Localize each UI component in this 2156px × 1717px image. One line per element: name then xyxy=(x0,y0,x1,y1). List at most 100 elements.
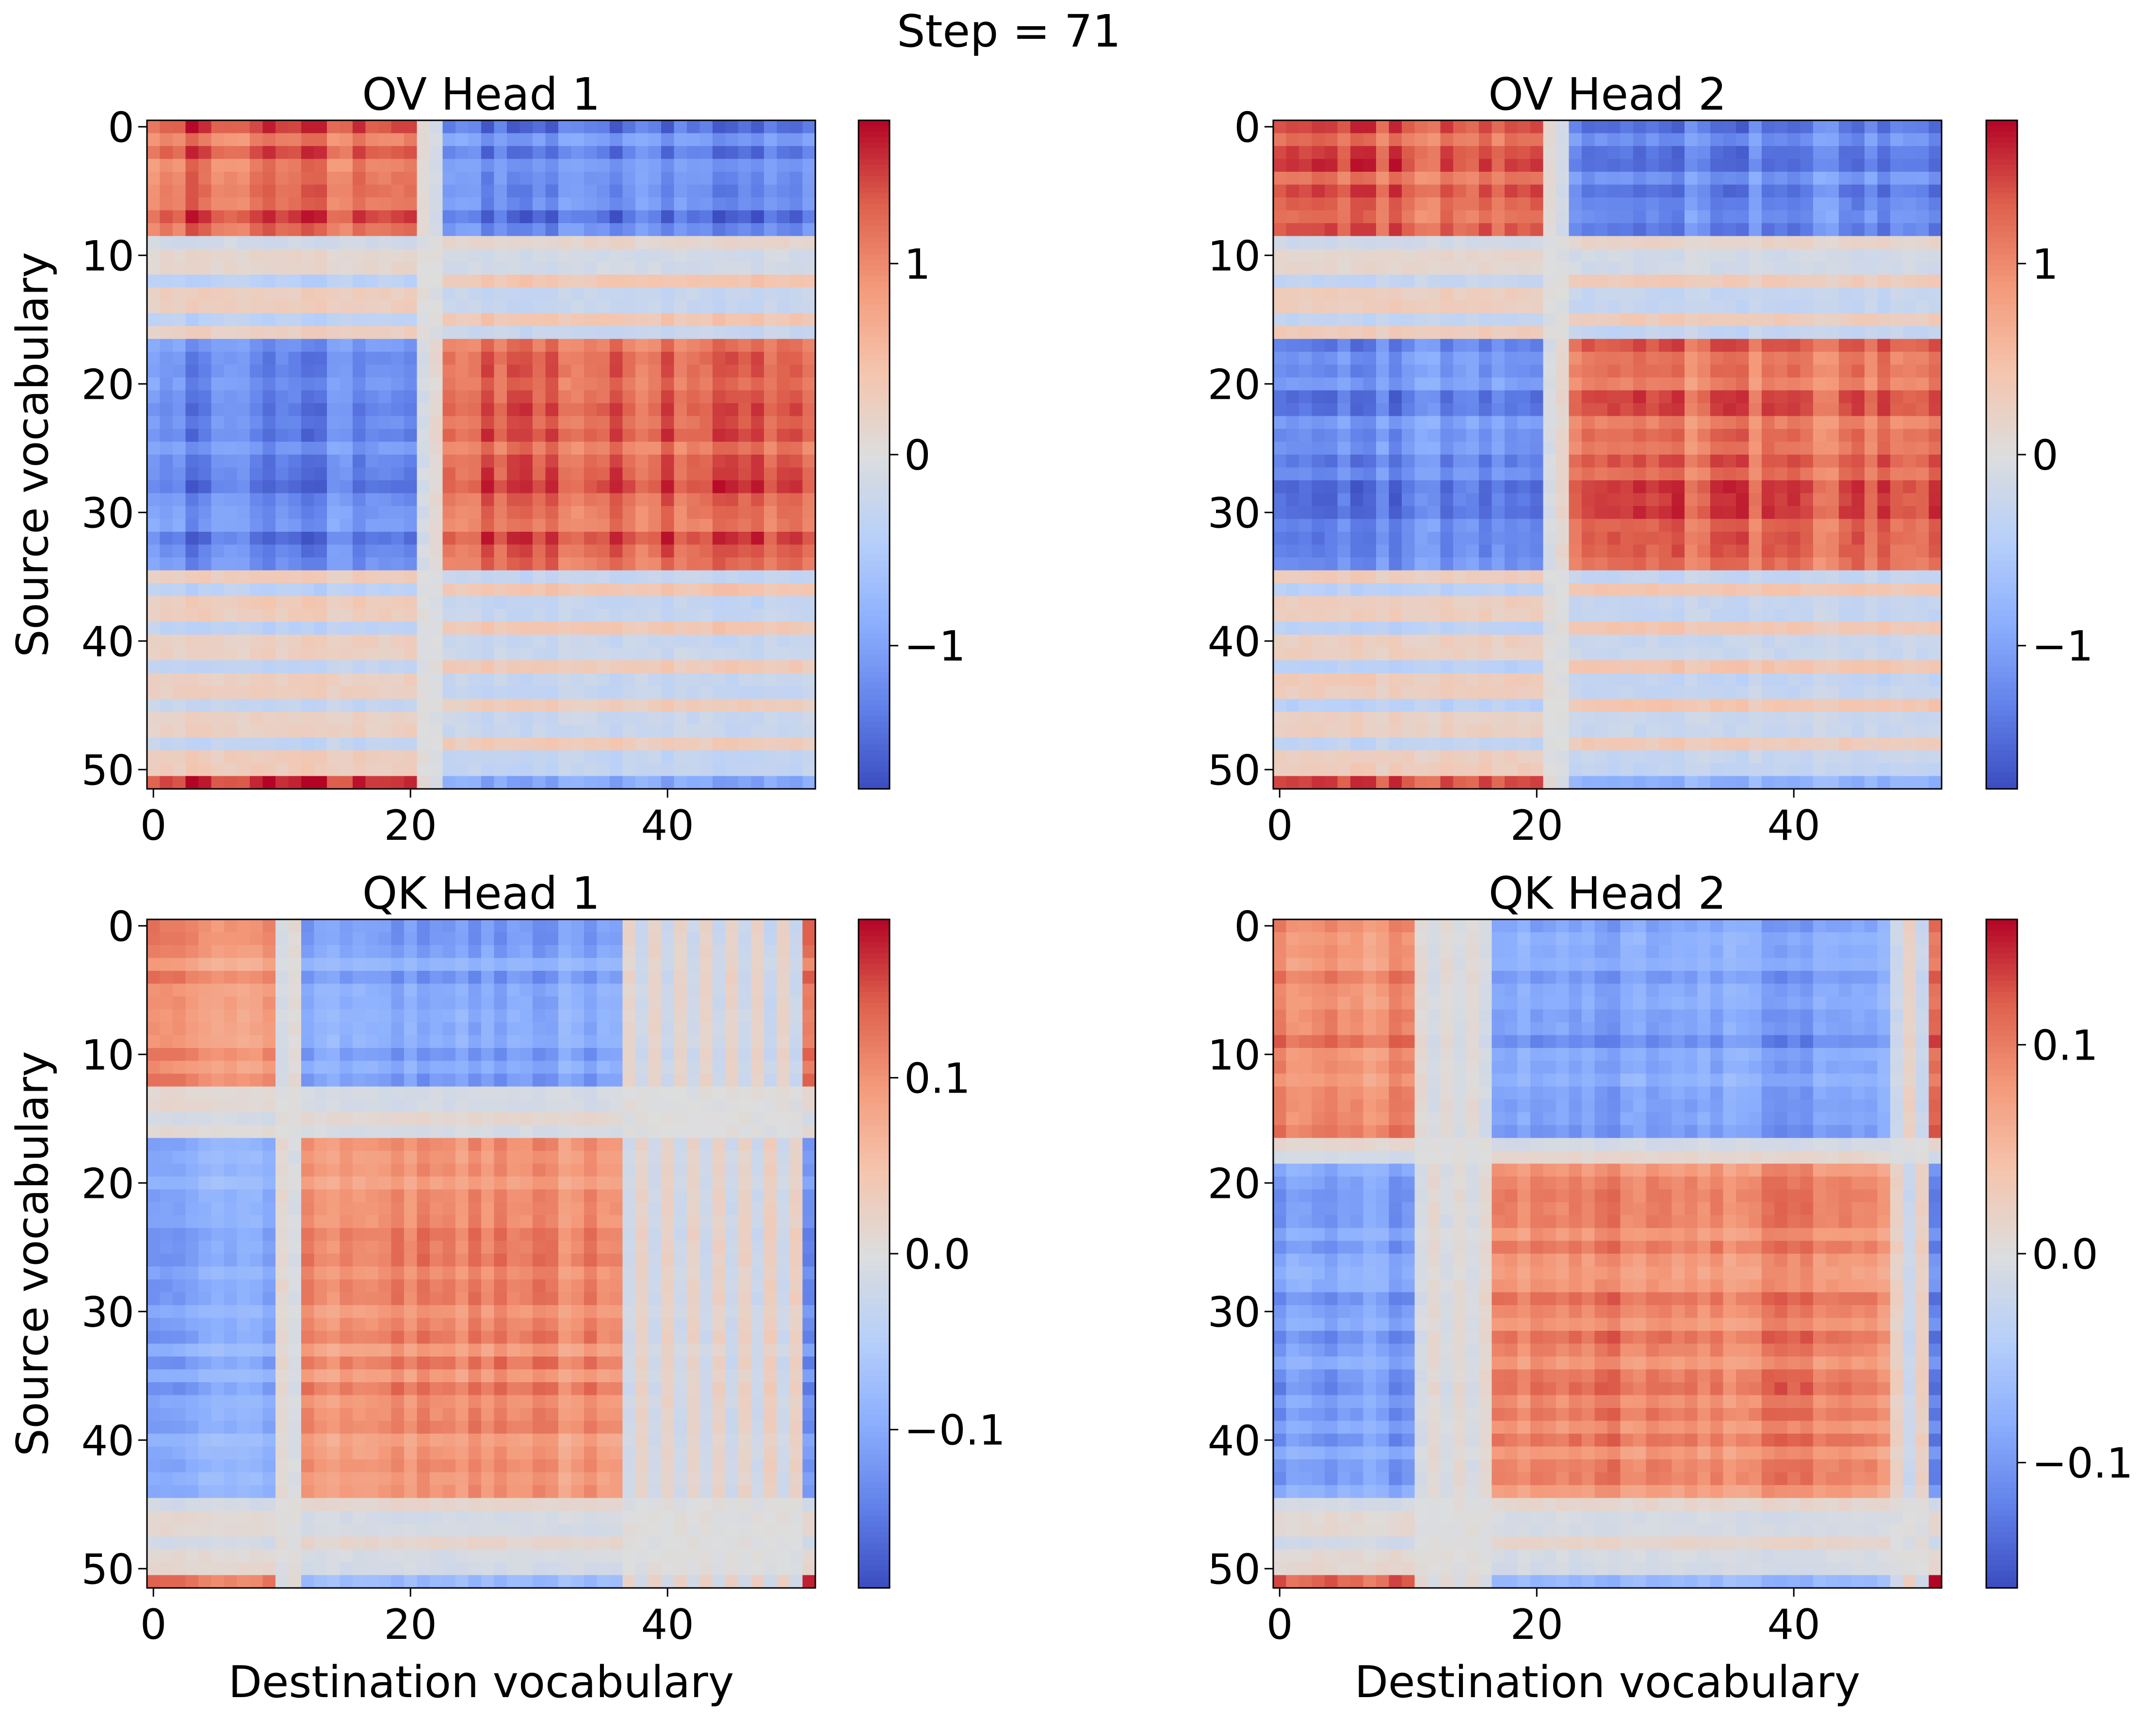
heatmap-cell xyxy=(1594,364,1608,378)
heatmap-cell xyxy=(1312,197,1325,211)
heatmap-cell xyxy=(314,249,327,262)
heatmap-cell xyxy=(1427,326,1441,340)
heatmap-cell xyxy=(1376,377,1390,391)
heatmap-cell xyxy=(1800,313,1814,327)
heatmap-cell xyxy=(262,287,276,301)
heatmap-cell xyxy=(699,172,713,185)
heatmap-cell xyxy=(764,377,778,391)
heatmap-cell xyxy=(1607,146,1621,160)
heatmap-cell xyxy=(597,519,610,532)
heatmap-cell xyxy=(687,197,700,211)
heatmap-cell xyxy=(1286,429,1299,442)
heatmap-cell xyxy=(1427,480,1441,494)
heatmap-cell xyxy=(1697,442,1711,455)
heatmap-cell xyxy=(198,429,212,442)
heatmap-cell xyxy=(507,390,520,404)
heatmap-cell xyxy=(1440,532,1454,545)
heatmap-cell xyxy=(1273,364,1287,378)
heatmap-cell xyxy=(1479,210,1492,224)
heatmap-cell xyxy=(1697,390,1711,404)
heatmap-cell xyxy=(1491,532,1505,545)
heatmap-cell xyxy=(237,326,250,340)
heatmap-cell xyxy=(1723,133,1736,147)
heatmap-cell xyxy=(1762,159,1775,172)
heatmap-cell xyxy=(648,647,662,661)
heatmap-cell xyxy=(1325,300,1338,314)
heatmap-cell xyxy=(1877,197,1891,211)
heatmap-cell xyxy=(1774,275,1788,288)
heatmap-cell xyxy=(1402,339,1415,352)
heatmap-cell xyxy=(1787,133,1801,147)
heatmap-cell xyxy=(1491,583,1505,597)
heatmap-cell xyxy=(1466,159,1479,172)
heatmap-cell xyxy=(1389,159,1402,172)
heatmap-cell xyxy=(790,647,803,661)
heatmap-cell xyxy=(802,712,816,725)
heatmap-cell xyxy=(1556,223,1570,237)
heatmap-cell xyxy=(1594,429,1608,442)
heatmap-cell xyxy=(1530,621,1544,635)
heatmap-cell xyxy=(211,146,225,160)
heatmap-cell xyxy=(276,262,289,275)
heatmap-cell xyxy=(1787,429,1801,442)
heatmap-cell xyxy=(1646,416,1659,429)
heatmap-cell xyxy=(353,197,366,211)
heatmap-cell xyxy=(301,300,315,314)
heatmap-cell xyxy=(173,635,186,648)
heatmap-cell xyxy=(1671,377,1685,391)
heatmap-cell xyxy=(237,776,250,789)
heatmap-cell xyxy=(327,480,340,494)
heatmap-cell xyxy=(1723,172,1736,185)
heatmap-cell xyxy=(237,352,250,365)
heatmap-cell xyxy=(404,326,418,340)
heatmap-cell xyxy=(558,750,572,764)
heatmap-cell xyxy=(1582,519,1595,532)
heatmap-cell xyxy=(635,763,649,777)
heatmap-cell xyxy=(1851,596,1865,609)
heatmap-cell xyxy=(404,442,418,455)
heatmap-cell xyxy=(468,416,482,429)
heatmap-cell xyxy=(1839,326,1852,340)
heatmap-cell xyxy=(1749,583,1762,597)
heatmap-cell xyxy=(224,133,238,147)
heatmap-cell xyxy=(340,416,353,429)
heatmap-cell xyxy=(1466,300,1479,314)
colorbar-segment xyxy=(859,237,890,244)
heatmap-cell xyxy=(1607,583,1621,597)
heatmap-cell xyxy=(327,686,340,700)
heatmap-cell xyxy=(301,326,315,340)
heatmap-cell xyxy=(790,583,803,597)
heatmap-cell xyxy=(417,621,430,635)
heatmap-cell xyxy=(1491,544,1505,558)
heatmap-cell xyxy=(533,172,546,185)
heatmap-cell xyxy=(1376,532,1390,545)
heatmap-cell xyxy=(738,352,752,365)
heatmap-cell xyxy=(1762,313,1775,327)
heatmap-cell xyxy=(1530,210,1544,224)
colorbar-segment xyxy=(859,671,890,678)
heatmap-cell xyxy=(558,339,572,352)
heatmap-cell xyxy=(1582,300,1595,314)
heatmap-cell xyxy=(1813,133,1827,147)
heatmap-cell xyxy=(790,287,803,301)
heatmap-cell xyxy=(1299,455,1313,468)
heatmap-cell xyxy=(481,133,495,147)
heatmap-cell xyxy=(1325,442,1338,455)
heatmap-cell xyxy=(1800,519,1814,532)
heatmap-cell xyxy=(391,776,405,789)
heatmap-cell xyxy=(1414,609,1428,622)
heatmap-cell xyxy=(224,750,238,764)
heatmap-cell xyxy=(1916,596,1929,609)
heatmap-cell xyxy=(1607,287,1621,301)
heatmap-cell xyxy=(713,377,726,391)
heatmap-cell xyxy=(1427,275,1441,288)
heatmap-cell xyxy=(481,712,495,725)
heatmap-cell xyxy=(1800,172,1814,185)
heatmap-cell xyxy=(1685,364,1698,378)
heatmap-cell xyxy=(211,519,225,532)
heatmap-cell xyxy=(1671,364,1685,378)
heatmap-cell xyxy=(353,262,366,275)
heatmap-cell xyxy=(455,403,469,417)
heatmap-cell xyxy=(404,146,418,160)
heatmap-cell xyxy=(1633,442,1647,455)
